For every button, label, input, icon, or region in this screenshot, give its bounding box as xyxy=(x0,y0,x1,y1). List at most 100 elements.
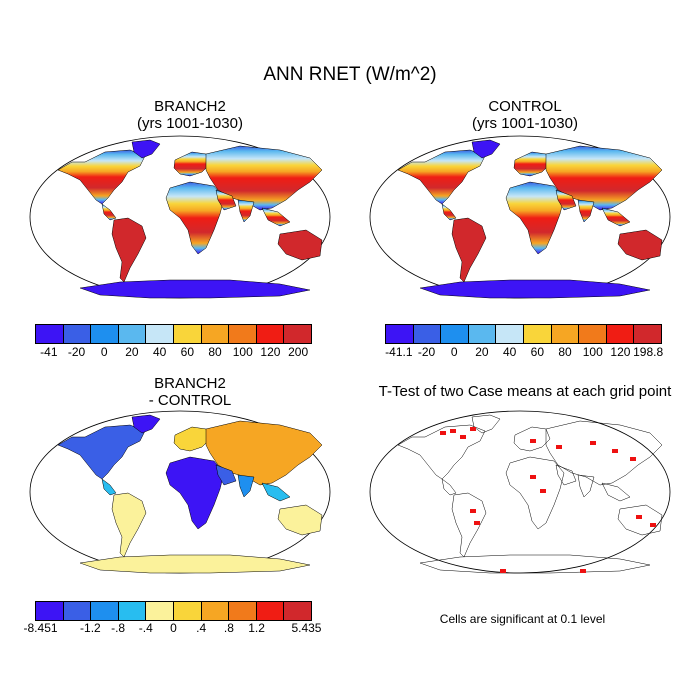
colorbar-swatch xyxy=(36,602,64,620)
colorbar-swatch xyxy=(118,325,147,343)
colorbar-swatch xyxy=(386,325,414,343)
colorbar-tick-label: 5.435 xyxy=(291,621,322,635)
land-antarctica xyxy=(79,554,311,574)
colorbar-swatch xyxy=(284,602,311,620)
colorbar-swatch xyxy=(579,325,607,343)
colorbar-branch2 xyxy=(35,324,312,344)
significant-cell xyxy=(500,569,506,573)
colorbar-control-labels: -41.1 -20 0 20 40 60 80 100 120 198.8 xyxy=(385,345,664,361)
panel-title-branch2: BRANCH2 (yrs 1001-1030) xyxy=(85,98,295,132)
land-asia xyxy=(205,420,323,486)
significant-cell xyxy=(440,431,446,435)
colorbar-swatch xyxy=(413,325,442,343)
map-diff xyxy=(29,410,331,574)
land-seasia xyxy=(601,207,631,227)
colorbar-tick-label: -20 xyxy=(417,345,436,359)
colorbar-tick-label: 80 xyxy=(558,345,572,359)
land-arabia xyxy=(215,189,237,211)
land-southAmerica xyxy=(111,492,147,558)
colorbar-tick-label: 0 xyxy=(170,621,177,635)
land-centralAm xyxy=(101,478,117,496)
land-seasia xyxy=(601,482,631,502)
colorbar-diff-labels: -8.451 -1.2 -.8 -.4 0 .4 .8 1.2 5.435 xyxy=(24,621,322,637)
panel-title-control: CONTROL (yrs 1001-1030) xyxy=(420,98,630,132)
land-asia xyxy=(545,145,663,211)
colorbar-tick-label: 20 xyxy=(125,345,139,359)
land-arabia xyxy=(555,464,577,486)
land-australia xyxy=(277,229,323,261)
significant-cell xyxy=(474,521,480,525)
land-southAmerica xyxy=(451,492,487,558)
significant-cell xyxy=(470,509,476,513)
colorbar-tick-label: 20 xyxy=(475,345,489,359)
land-africa xyxy=(505,181,565,255)
land-india xyxy=(577,474,595,498)
land-centralAm xyxy=(441,203,457,221)
colorbar-tick-label: 198.8 xyxy=(633,345,664,359)
colorbar-swatch xyxy=(173,325,202,343)
significant-cell xyxy=(612,449,618,453)
land-asia xyxy=(545,420,663,486)
colorbar-tick-label: 100 xyxy=(232,345,253,359)
colorbar-swatch xyxy=(63,325,92,343)
land-greenland xyxy=(131,139,161,159)
land-seasia xyxy=(261,482,291,502)
colorbar-tick-label: 60 xyxy=(530,345,545,359)
significant-cell xyxy=(460,435,466,439)
land-greenland xyxy=(471,139,501,159)
land-africa xyxy=(165,181,225,255)
colorbar-swatch xyxy=(91,602,119,620)
colorbar-swatch xyxy=(201,602,230,620)
panel-title-diff: BRANCH2 - CONTROL xyxy=(85,375,295,409)
land-antarctica xyxy=(419,279,651,299)
land-europe xyxy=(513,151,551,177)
panel-title-branch2-line1: BRANCH2 xyxy=(154,98,226,115)
land-northAmerica xyxy=(397,424,486,480)
significant-cell xyxy=(540,489,546,493)
panel-title-ttest: T-Test of two Case means at each grid po… xyxy=(378,383,672,400)
colorbar-tick-label: 60 xyxy=(180,345,195,359)
significant-cell xyxy=(590,441,596,445)
land-greenland xyxy=(131,414,161,434)
colorbar-swatch xyxy=(91,325,119,343)
colorbar-tick-label: .8 xyxy=(223,621,234,635)
colorbar-swatch xyxy=(284,325,311,343)
colorbar-tick-label: 100 xyxy=(582,345,603,359)
colorbar-tick-label: -41 xyxy=(40,345,58,359)
colorbar-swatch xyxy=(551,325,580,343)
land-antarctica xyxy=(79,279,311,299)
colorbar-tick-label: .4 xyxy=(196,621,207,635)
panel-title-diff-line2: - CONTROL xyxy=(148,392,232,409)
land-africa xyxy=(505,456,565,530)
land-antarctica xyxy=(419,554,651,574)
colorbar-swatch xyxy=(63,602,92,620)
colorbar-tick-label: -.8 xyxy=(111,621,126,635)
colorbar-tick-label: -.4 xyxy=(138,621,153,635)
land-africa xyxy=(165,456,225,530)
colorbar-swatch xyxy=(496,325,524,343)
colorbar-diff xyxy=(35,601,312,621)
panel-title-branch2-line2: (yrs 1001-1030) xyxy=(137,115,243,132)
figure-title: ANN RNET (W/m^2) xyxy=(263,64,437,85)
colorbar-tick-label: 0 xyxy=(450,345,458,359)
colorbar-swatch xyxy=(118,602,147,620)
map-control xyxy=(369,135,671,299)
map-ttest xyxy=(369,410,671,574)
significant-cell xyxy=(556,445,562,449)
land-southAmerica xyxy=(111,217,147,283)
colorbar-tick-label: 0 xyxy=(100,345,108,359)
map-branch2 xyxy=(29,135,331,299)
significant-cell xyxy=(630,457,636,461)
colorbar-swatch xyxy=(36,325,64,343)
colorbar-swatch xyxy=(256,325,285,343)
significant-cell xyxy=(636,515,642,519)
panel-title-control-line1: CONTROL xyxy=(488,98,562,115)
colorbar-control xyxy=(385,324,662,344)
land-europe xyxy=(173,426,211,452)
land-australia xyxy=(617,504,663,536)
land-australia xyxy=(617,229,663,261)
colorbar-tick-label: 120 xyxy=(610,345,631,359)
colorbar-tick-label: 1.2 xyxy=(248,621,265,635)
land-centralAm xyxy=(441,478,457,496)
land-india xyxy=(237,199,255,223)
